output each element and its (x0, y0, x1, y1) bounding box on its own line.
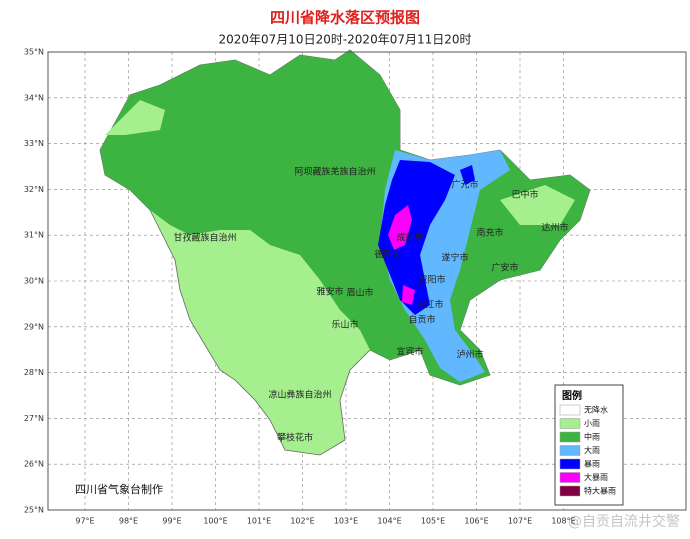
place-label: 南充市 (476, 227, 503, 239)
lat-label: 34°N (24, 93, 44, 102)
place-label: 眉山市 (346, 287, 373, 299)
lat-label: 26°N (24, 460, 44, 469)
light-rain-patch (105, 100, 575, 300)
place-label: 广元市 (451, 179, 478, 191)
lon-label: 106°E (464, 517, 488, 526)
lon-label: 105°E (421, 517, 445, 526)
lon-label: 108°E (551, 517, 575, 526)
lon-label: 99°E (162, 517, 181, 526)
legend-swatch (559, 404, 581, 416)
legend-swatch (559, 445, 581, 456)
subtitle: 2020年07月10日20时-2020年07月11日20时 (218, 33, 471, 47)
place-label: 广安市 (491, 262, 518, 274)
legend-label: 特大暴雨 (584, 486, 616, 496)
lat-label: 35°N (24, 48, 44, 57)
place-label: 乐山市 (331, 319, 358, 331)
place-label: 攀枝花市 (277, 432, 313, 444)
legend-swatch (559, 418, 581, 429)
lat-label: 27°N (24, 414, 44, 423)
lat-label: 30°N (24, 277, 44, 286)
place-label: 泸州市 (456, 349, 483, 361)
legend-label: 中雨 (584, 432, 600, 442)
place-label: 宜宾市 (396, 346, 423, 358)
place-label: 雅安市 (316, 286, 343, 298)
lon-label: 100°E (203, 517, 227, 526)
legend-label: 小雨 (584, 419, 600, 428)
lon-label: 107°E (508, 517, 532, 526)
title: 四川省降水落区预报图 (270, 9, 420, 27)
legend-swatch (559, 458, 581, 470)
legend-label: 大暴雨 (584, 472, 608, 482)
place-label: 成都市 (396, 232, 423, 244)
place-label: 达州市 (541, 222, 568, 234)
lon-label: 98°E (119, 517, 138, 526)
moderate-rain-area (100, 50, 590, 385)
place-label: 德阳市 (374, 249, 401, 261)
credit: 四川省气象台制作 (75, 482, 163, 496)
lon-label: 97°E (75, 517, 94, 526)
place-label: 遂宁市 (441, 252, 468, 264)
lat-label: 32°N (24, 185, 44, 194)
lon-label: 103°E (334, 517, 358, 526)
legend-title: 图例 (562, 389, 582, 402)
legend-label: 大雨 (584, 445, 600, 455)
lon-label: 102°E (290, 517, 314, 526)
lat-label: 28°N (24, 368, 44, 377)
place-label: 阿坝藏族羌族自治州 (294, 166, 375, 178)
legend-swatch (559, 431, 581, 443)
province (99, 49, 591, 456)
map-frame (47, 51, 687, 511)
legend-label: 暴雨 (584, 460, 600, 469)
place-label: 甘孜藏族自治州 (173, 232, 236, 244)
lat-label: 29°N (24, 322, 44, 331)
place-label: 资阳市 (418, 274, 445, 286)
legend-swatch (559, 472, 581, 483)
lat-label: 25°N (24, 506, 44, 515)
legend-label: 无降水 (584, 405, 608, 415)
place-label: 自贡市 (408, 314, 435, 326)
rainstorm-area (378, 160, 475, 315)
lon-label: 101°E (247, 517, 271, 526)
lat-label: 31°N (24, 231, 44, 240)
watermark: @自贡自流井交警 (568, 513, 680, 530)
place-label: 内江市 (416, 299, 443, 311)
lon-label: 104°E (377, 517, 401, 526)
place-label: 凉山彝族自治州 (268, 389, 331, 401)
legend-swatch (559, 485, 581, 497)
torrential-rain-area (388, 205, 415, 305)
lat-label: 33°N (24, 139, 44, 148)
place-label: 巴中市 (511, 189, 538, 201)
